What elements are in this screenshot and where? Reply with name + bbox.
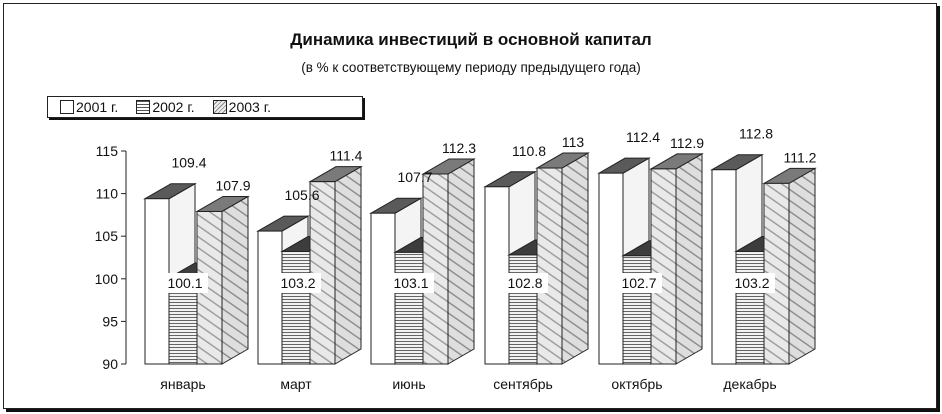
data-label-2002-bg [729, 273, 775, 293]
data-label-2002: 103.2 [280, 275, 315, 291]
bar-2003-1-front [309, 181, 336, 365]
bar-2003-5-front [763, 182, 790, 365]
legend-label-2003: 2003 г. [228, 99, 271, 115]
data-label-2002: 100.1 [167, 275, 202, 291]
bar-2003-3-side [561, 152, 589, 365]
bar-2002-3-front [508, 254, 538, 365]
y-tick-label: 95 [102, 313, 118, 329]
legend-item-2003: 2003 г. [212, 99, 271, 115]
legend-label-2001: 2001 г. [76, 99, 119, 115]
bar-2002-5-front [735, 251, 765, 365]
x-category-label: декабрь [723, 376, 776, 392]
y-tick-label: 100 [95, 271, 119, 287]
x-category-label: октябрь [611, 376, 662, 392]
legend-swatch-2003 [212, 100, 227, 114]
y-tick-label: 110 [96, 186, 119, 202]
data-label-2002: 102.8 [507, 275, 542, 291]
bar-2003-1 [308, 165, 363, 365]
data-label-2003: 111.2 [784, 149, 817, 165]
data-label-2002-bg [502, 273, 548, 293]
bar-2002-1-front [281, 251, 311, 365]
y-tick-label: 105 [95, 228, 119, 244]
x-category-label: январь [160, 376, 205, 392]
y-tick-label: 115 [96, 143, 119, 159]
bar-2003-5-side [788, 167, 816, 365]
data-label-2001: 105.6 [284, 187, 319, 203]
chart-legend: 2001 г. 2002 г. 2003 г. [47, 96, 363, 118]
bar-2001-4-front [598, 172, 624, 365]
bar-2003-2 [421, 158, 476, 365]
legend-item-2002: 2002 г. [136, 99, 195, 115]
data-label-2001: 109.4 [171, 155, 206, 171]
bar-2003-4 [649, 153, 704, 365]
x-category-label: сентябрь [493, 376, 553, 392]
bar-2003-0-side [221, 195, 249, 365]
bar-2001-1-front [257, 230, 283, 365]
data-label-2002-bg [388, 273, 434, 293]
bar-2003-2-front [422, 173, 449, 365]
chart-title: Динамика инвестиций в основной капитал [290, 30, 652, 49]
bar-2003-0 [195, 195, 250, 365]
bar-2003-4-side [675, 153, 703, 365]
bar-2003-2-side [447, 158, 475, 365]
data-label-2002-bg [616, 273, 662, 293]
data-label-2001: 107.7 [397, 169, 432, 185]
legend-item-2001: 2001 г. [60, 99, 118, 115]
data-label-2002: 103.1 [393, 275, 428, 291]
bar-2002-2-front [394, 251, 424, 365]
data-label-2002: 103.2 [734, 275, 769, 291]
data-label-2003: 112.3 [442, 140, 476, 156]
x-category-label: июнь [392, 376, 425, 392]
data-label-2003: 113 [562, 134, 585, 150]
data-label-2003: 112.9 [670, 135, 704, 151]
x-category-label: март [280, 376, 312, 392]
bar-2003-3-front [536, 167, 563, 365]
bar-2003-5 [762, 167, 817, 365]
data-label-2001: 112.4 [626, 129, 660, 145]
data-label-2003: 107.9 [215, 177, 250, 193]
bar-2001-5-front [711, 169, 737, 365]
bar-2003-1-side [334, 165, 362, 365]
bar-2003-3 [535, 152, 590, 365]
data-label-2002: 102.7 [621, 275, 656, 291]
data-label-2001: 112.8 [739, 126, 773, 142]
data-label-2002-bg [275, 273, 321, 293]
bar-2003-4-front [650, 168, 677, 365]
legend-label-2002: 2002 г. [152, 99, 195, 115]
data-label-2002-bg [162, 273, 208, 293]
data-label-2001: 110.8 [512, 143, 546, 159]
bar-2002-4-front [622, 255, 652, 365]
y-tick-label: 90 [102, 356, 118, 372]
legend-swatch-2002 [136, 100, 151, 114]
chart-subtitle: (в % к соответствующему периоду предыдущ… [301, 60, 641, 75]
legend-swatch-2001 [60, 100, 74, 114]
data-label-2003: 111.4 [330, 148, 363, 164]
